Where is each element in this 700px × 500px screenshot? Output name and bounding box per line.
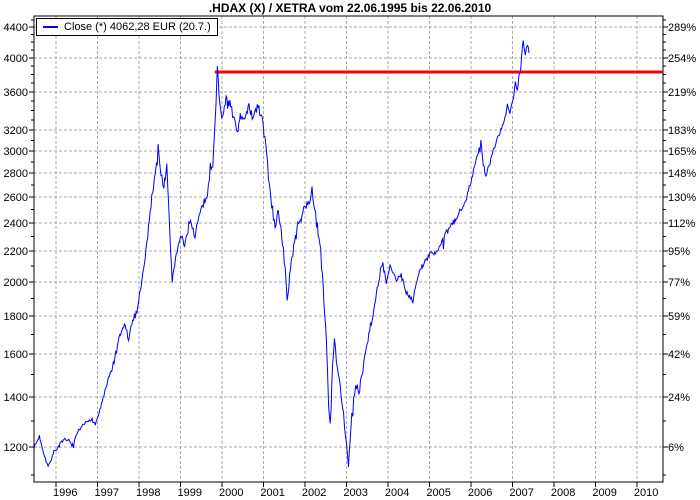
y-axis-label-left: 1400	[4, 392, 28, 404]
y-axis-label-right: 6%	[668, 442, 684, 454]
y-axis-label-left: 1600	[4, 349, 28, 361]
legend-label: Close (*) 4062,28 EUR (20.7.)	[64, 21, 211, 33]
x-axis-label: 2005	[426, 487, 450, 499]
plot-border	[33, 15, 664, 483]
y-axis-label-left: 2800	[4, 168, 28, 180]
x-axis-label: 2004	[385, 487, 409, 499]
y-axis-label-right: 254%	[668, 53, 696, 65]
y-axis-label-left: 4400	[4, 22, 28, 34]
x-axis-label: 2009	[592, 487, 616, 499]
y-axis-label-left: 1200	[4, 442, 28, 454]
y-axis-label-left: 4000	[4, 53, 28, 65]
y-axis-label-left: 3200	[4, 125, 28, 137]
x-axis-label: 1997	[95, 487, 119, 499]
y-axis-label-right: 95%	[668, 246, 690, 258]
legend-box: Close (*) 4062,28 EUR (20.7.)	[36, 18, 218, 36]
y-axis-label-right: 165%	[668, 146, 696, 158]
y-axis-label-right: 148%	[668, 168, 696, 180]
y-axis-label-right: 130%	[668, 192, 696, 204]
y-axis-label-right: 289%	[668, 22, 696, 34]
x-axis-label: 2010	[634, 487, 658, 499]
x-axis-label: 2008	[551, 487, 575, 499]
y-axis-label-right: 24%	[668, 392, 690, 404]
y-axis-label-right: 183%	[668, 125, 696, 137]
x-axis-label: 1999	[178, 487, 202, 499]
x-axis-label: 2007	[509, 487, 533, 499]
y-axis-label-right: 112%	[668, 218, 696, 230]
y-axis-label-right: 219%	[668, 87, 696, 99]
close-price-line	[34, 40, 530, 468]
y-axis-label-right: 59%	[668, 311, 690, 323]
y-axis-label-right: 42%	[668, 349, 690, 361]
x-axis-label: 1996	[53, 487, 77, 499]
x-axis-label: 2003	[343, 487, 367, 499]
y-axis-label-left: 2600	[4, 192, 28, 204]
y-axis-label-left: 2200	[4, 246, 28, 258]
legend-line-sample-icon	[43, 26, 58, 28]
y-axis-label-right: 77%	[668, 277, 690, 289]
y-axis-label-left: 2000	[4, 277, 28, 289]
x-axis-label: 2002	[302, 487, 326, 499]
chart-title: .HDAX (X) / XETRA vom 22.06.1995 bis 22.…	[208, 1, 492, 15]
x-axis-label: 2006	[468, 487, 492, 499]
y-axis-label-left: 3000	[4, 146, 28, 158]
x-axis-label: 2000	[219, 487, 243, 499]
x-axis-label: 1998	[136, 487, 160, 499]
y-axis-label-left: 1800	[4, 311, 28, 323]
x-axis-label: 2001	[260, 487, 284, 499]
y-axis-label-left: 3600	[4, 87, 28, 99]
y-axis-label-left: 2400	[4, 218, 28, 230]
